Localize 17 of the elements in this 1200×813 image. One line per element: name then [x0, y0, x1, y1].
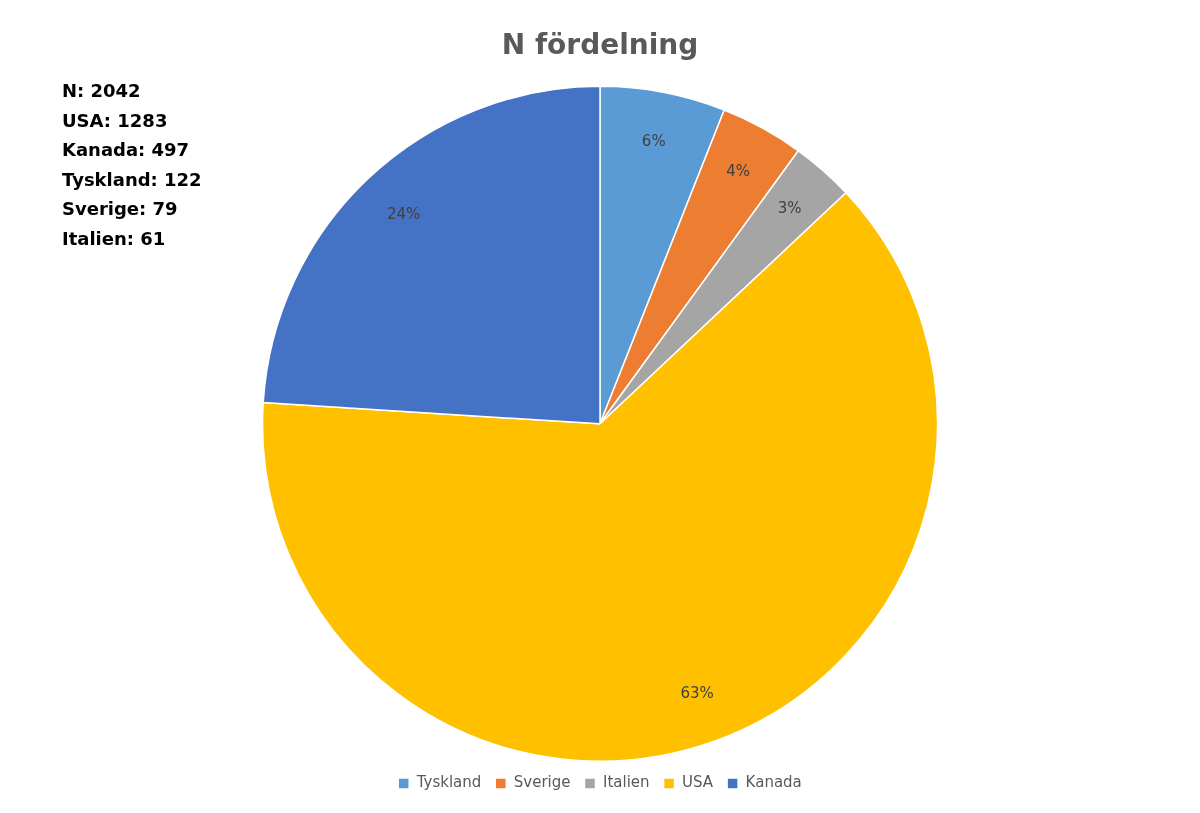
data-label: 3%: [777, 198, 802, 217]
text: USA: 1283: [62, 108, 169, 133]
chart-title: N fördelning: [501, 28, 699, 62]
text: Sverige: 79: [62, 197, 179, 221]
data-label: 63%: [680, 683, 714, 702]
legend-label: Tyskland: [415, 773, 482, 792]
legend-label: Sverige: [513, 773, 571, 792]
text: Tyskland: 122: [62, 167, 202, 192]
legend-label: USA: [682, 773, 714, 792]
text: Italien: 61: [62, 226, 167, 251]
data-label: 6%: [641, 131, 666, 150]
data-label: 4%: [726, 162, 751, 181]
legend-label: Italien: [603, 773, 650, 792]
legend-label: Kanada: [745, 773, 802, 792]
text: N: 2042: [62, 79, 142, 103]
data-label: 24%: [386, 204, 421, 223]
text: Kanada: 497: [62, 138, 191, 162]
